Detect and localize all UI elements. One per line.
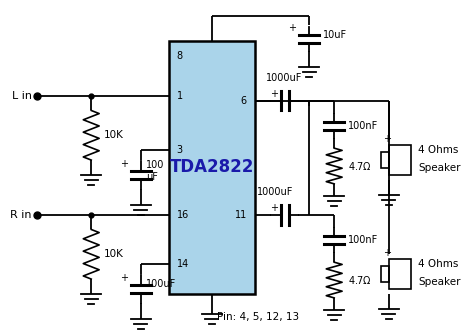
Text: 100nF: 100nF (348, 121, 378, 131)
Text: +: + (120, 159, 128, 169)
Bar (169, 41, 255, 294)
Text: R in: R in (10, 210, 32, 219)
Text: Pin: 4, 5, 12, 13: Pin: 4, 5, 12, 13 (217, 312, 299, 322)
Text: +: + (270, 203, 278, 213)
Text: 10uF: 10uF (323, 30, 347, 40)
Text: 4 Ohms: 4 Ohms (419, 259, 459, 269)
Text: Speaker: Speaker (419, 163, 461, 173)
Text: 10K: 10K (104, 249, 124, 259)
Text: 8: 8 (176, 51, 182, 61)
Bar (381, 266, 389, 282)
Text: 4.7$\Omega$: 4.7$\Omega$ (348, 274, 372, 286)
Text: +: + (270, 89, 278, 99)
Bar (381, 152, 389, 168)
Text: Speaker: Speaker (419, 277, 461, 287)
Text: 10K: 10K (104, 130, 124, 140)
Text: +: + (383, 248, 391, 258)
Text: uF: uF (146, 172, 158, 182)
Text: 4.7$\Omega$: 4.7$\Omega$ (348, 160, 372, 172)
Text: 100nF: 100nF (348, 235, 378, 245)
Text: 1000uF: 1000uF (266, 73, 303, 83)
Text: +: + (289, 23, 297, 33)
Text: 14: 14 (176, 259, 189, 269)
Text: TDA2822: TDA2822 (170, 159, 254, 176)
Text: 16: 16 (176, 210, 189, 219)
Text: 11: 11 (235, 210, 247, 219)
Text: 4 Ohms: 4 Ohms (419, 145, 459, 155)
Text: 100: 100 (146, 160, 164, 170)
Text: 3: 3 (176, 145, 182, 155)
Text: 100uF: 100uF (146, 279, 176, 289)
Text: +: + (120, 273, 128, 283)
Text: 6: 6 (241, 96, 247, 106)
Text: L in: L in (12, 91, 32, 101)
Text: 1000uF: 1000uF (257, 187, 293, 197)
Text: +: + (383, 134, 391, 144)
Text: 1: 1 (176, 91, 182, 101)
